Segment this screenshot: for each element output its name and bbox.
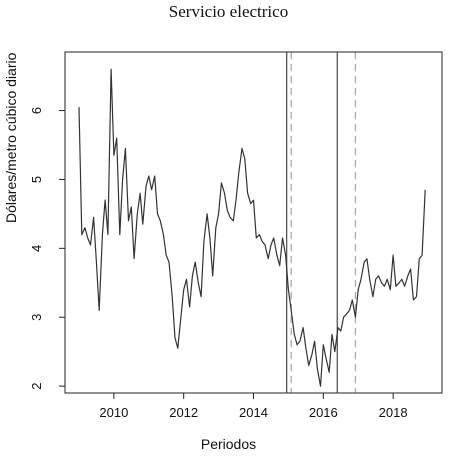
y-tick-label-2: 2 — [29, 382, 44, 389]
y-tick-label-3: 3 — [29, 314, 44, 321]
x-tick-label-2012: 2012 — [169, 405, 198, 420]
x-axis-label: Periodos — [200, 436, 257, 452]
chart-title: Servicio electrico — [168, 2, 289, 21]
reference-lines — [286, 52, 357, 393]
y-tick-label-5: 5 — [29, 176, 44, 183]
series-group — [78, 68, 426, 387]
x-axis: 2010 2012 2014 2016 2018 — [99, 392, 408, 420]
x-tick-label-2016: 2016 — [309, 405, 338, 420]
x-tick-label-2018: 2018 — [379, 405, 408, 420]
y-tick-label-4: 4 — [29, 245, 44, 252]
plot-frame — [64, 51, 443, 394]
x-tick-label-2010: 2010 — [99, 405, 128, 420]
y-axis: 2 3 4 5 6 — [29, 107, 66, 390]
y-tick-label-6: 6 — [29, 107, 44, 114]
series-line-1 — [78, 68, 426, 387]
x-tick-label-2014: 2014 — [239, 405, 268, 420]
